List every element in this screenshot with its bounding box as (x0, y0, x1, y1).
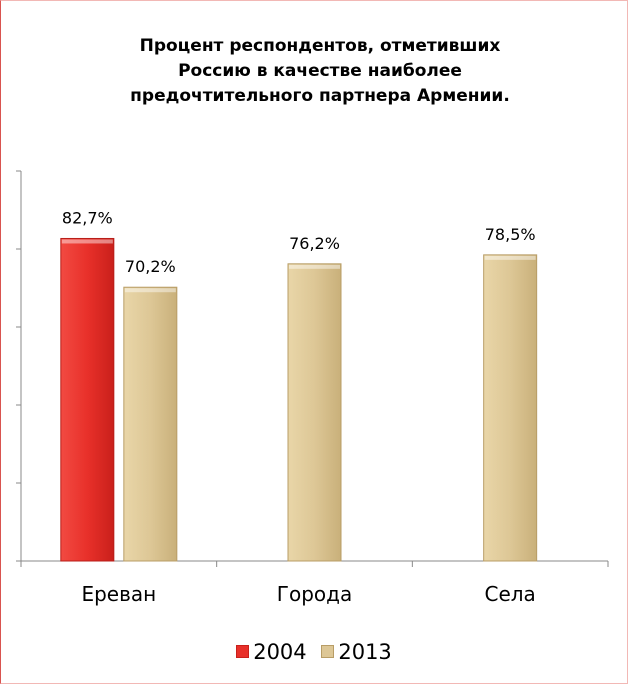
bar-bevel-2013-1 (289, 264, 340, 269)
bar-2013-0 (123, 286, 178, 562)
legend-item-2013: 2013 (321, 639, 392, 664)
bar-bevel-2013-2 (484, 255, 536, 260)
bar-2013-2 (483, 254, 538, 562)
x-tick-label-1: Города (277, 582, 352, 606)
legend-label-2013: 2013 (338, 639, 392, 664)
data-label-2013-2: 78,5% (485, 225, 536, 244)
chart-title: Процент респондентов, отметивших Россию … (60, 34, 580, 109)
chart-title-line-3: предочтительного партнера Армении. (130, 86, 510, 106)
legend-swatch-2013 (321, 645, 335, 658)
bar-bevel-2004-0 (61, 239, 113, 244)
legend-swatch-2004 (236, 645, 250, 658)
chart-title-line-1: Процент респондентов, отметивших (139, 36, 501, 56)
legend-item-2004: 2004 (236, 639, 307, 664)
data-label-2004-0: 82,7% (62, 208, 113, 227)
bar-2013-1 (287, 263, 342, 562)
data-labels: 82,7% 70,2% 76,2% 78,5% (62, 208, 536, 276)
data-label-2013-0: 70,2% (125, 257, 176, 276)
legend-label-2004: 2004 (253, 639, 307, 664)
x-tick-labels: Ереван Города Села (81, 582, 535, 606)
bars (60, 237, 538, 562)
data-label-2013-1: 76,2% (289, 234, 340, 253)
x-tick-label-0: Ереван (81, 582, 156, 606)
x-tick-label-2: Села (485, 582, 536, 606)
bar-2004-0 (60, 237, 115, 562)
chart-title-line-2: Россию в качестве наиболее (178, 61, 462, 81)
legend: 2004 2013 (0, 639, 628, 664)
bar-bevel-2013-0 (124, 288, 176, 293)
